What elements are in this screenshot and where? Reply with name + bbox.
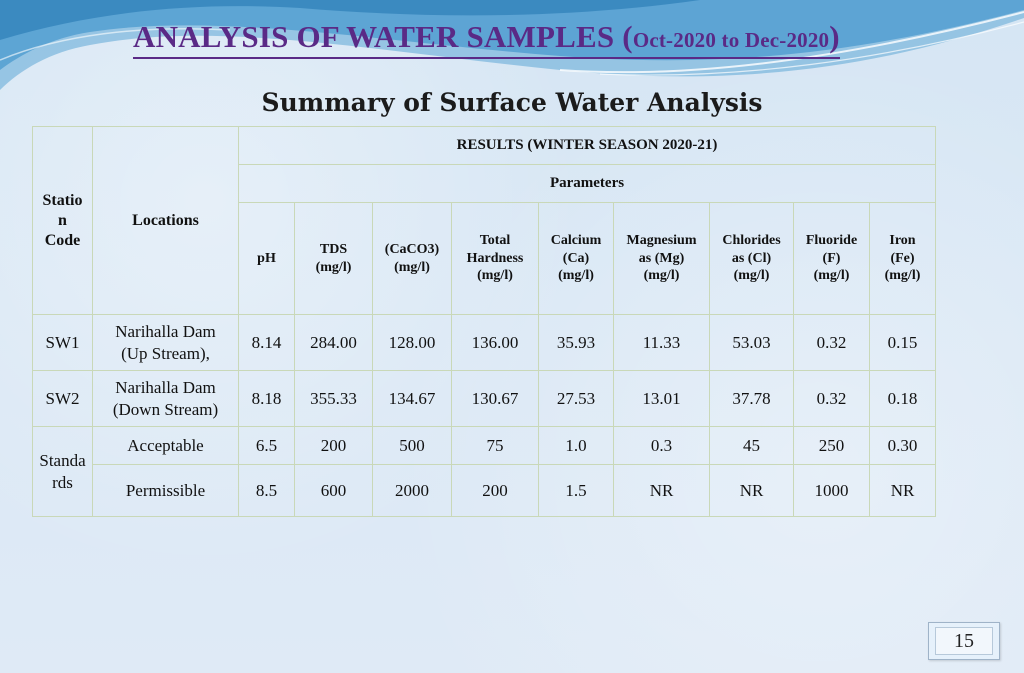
station-code-cell: SW1 <box>32 314 93 371</box>
value-cell: NR <box>613 464 710 517</box>
value-cell: 13.01 <box>613 370 710 427</box>
table-row-permissible: Permissible 8.5 600 2000 200 1.5 NR NR 1… <box>33 464 936 517</box>
value-cell: 2000 <box>372 464 452 517</box>
value-cell: 0.18 <box>869 370 936 427</box>
station-code-header: Statio n Code <box>32 126 93 315</box>
value-cell: 0.30 <box>869 426 936 465</box>
slide-title-paren-open: ( <box>622 19 633 54</box>
page-number-tab <box>935 627 993 655</box>
value-cell: 0.15 <box>869 314 936 371</box>
param-header-chlorides: Chlorides as (Cl) (mg/l) <box>709 202 794 315</box>
value-cell: NR <box>869 464 936 517</box>
page-number-box: 15 <box>928 622 1000 660</box>
table-row-acceptable: Standa rds Acceptable 6.5 200 500 75 1.0 … <box>32 426 936 517</box>
value-cell: 53.03 <box>709 314 794 371</box>
location-cell: Permissible <box>92 464 239 517</box>
page-number: 15 <box>954 630 974 652</box>
value-cell: 0.32 <box>793 314 870 371</box>
value-cell: 11.33 <box>613 314 710 371</box>
value-cell: 1.0 <box>538 426 614 465</box>
results-header: RESULTS (WINTER SEASON 2020-21) <box>238 126 936 165</box>
value-cell: 1000 <box>793 464 870 517</box>
param-header-calcium: Calcium (Ca) (mg/l) <box>538 202 614 315</box>
slide-title: ANALYSIS OF WATER SAMPLES (Oct-2020 to D… <box>133 20 840 59</box>
parameters-header: Parameters <box>238 164 936 203</box>
station-code-cell: SW2 <box>32 370 93 427</box>
slide-title-text: ANALYSIS OF WATER SAMPLES <box>133 19 615 54</box>
value-cell: 200 <box>451 464 539 517</box>
param-header-ph: pH <box>238 202 295 315</box>
value-cell: 130.67 <box>451 370 539 427</box>
value-cell: 6.5 <box>238 426 295 465</box>
standards-label-cell: Standa rds <box>32 426 93 517</box>
param-header-caco3: (CaCO3) (mg/l) <box>372 202 452 315</box>
value-cell: 27.53 <box>538 370 614 427</box>
water-analysis-table: Statio n Code Locations RESULTS (WINTER … <box>32 126 936 517</box>
value-cell: 250 <box>793 426 870 465</box>
value-cell: 45 <box>709 426 794 465</box>
value-cell: 8.18 <box>238 370 295 427</box>
value-cell: 35.93 <box>538 314 614 371</box>
locations-header: Locations <box>92 126 239 315</box>
param-header-fluoride: Fluoride (F) (mg/l) <box>793 202 870 315</box>
value-cell: 0.32 <box>793 370 870 427</box>
table-row-sw2: SW2 Narihalla Dam (Down Stream) 8.18 355.… <box>32 370 936 427</box>
value-cell: 37.78 <box>709 370 794 427</box>
value-cell: 8.14 <box>238 314 295 371</box>
slide-title-date-range: Oct-2020 to Dec-2020 <box>632 28 830 52</box>
value-cell: 128.00 <box>372 314 452 371</box>
wave-decoration <box>0 0 1024 90</box>
value-cell: 200 <box>294 426 373 465</box>
value-cell: 75 <box>451 426 539 465</box>
location-cell: Narihalla Dam (Down Stream) <box>92 370 239 427</box>
param-header-total-hardness: Total Hardness (mg/l) <box>451 202 539 315</box>
value-cell: 136.00 <box>451 314 539 371</box>
value-cell: 8.5 <box>238 464 295 517</box>
value-cell: 500 <box>372 426 452 465</box>
value-cell: 600 <box>294 464 373 517</box>
param-header-iron: Iron (Fe) (mg/l) <box>869 202 936 315</box>
value-cell: 0.3 <box>613 426 710 465</box>
value-cell: 134.67 <box>372 370 452 427</box>
slide-title-paren-close: ) <box>829 19 840 54</box>
value-cell: 284.00 <box>294 314 373 371</box>
param-header-magnesium: Magnesium as (Mg) (mg/l) <box>613 202 710 315</box>
value-cell: 1.5 <box>538 464 614 517</box>
value-cell: 355.33 <box>294 370 373 427</box>
param-header-tds: TDS (mg/l) <box>294 202 373 315</box>
location-cell: Narihalla Dam (Up Stream), <box>92 314 239 371</box>
table-row-sw1: SW1 Narihalla Dam (Up Stream), 8.14 284.0… <box>32 314 936 371</box>
location-cell: Acceptable <box>92 426 239 465</box>
value-cell: NR <box>709 464 794 517</box>
slide-subtitle: Summary of Surface Water Analysis <box>261 88 763 117</box>
